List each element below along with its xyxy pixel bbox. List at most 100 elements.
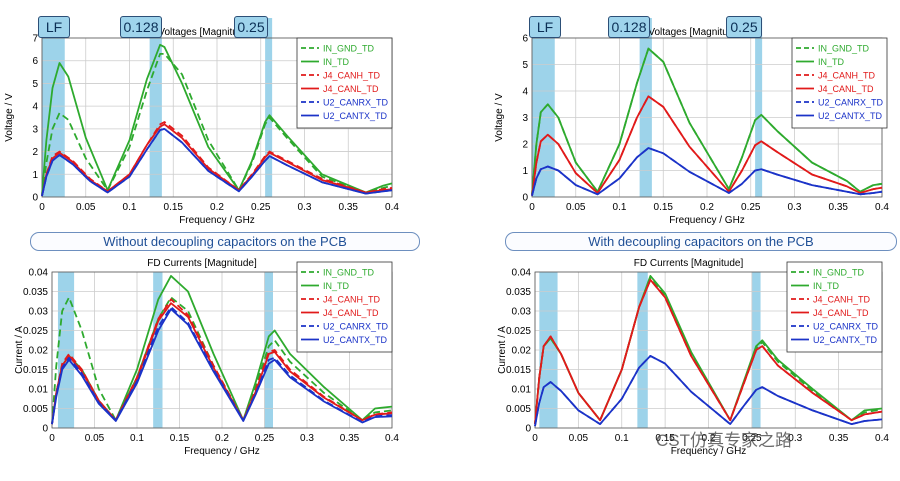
y-tick-label: 0.025	[506, 326, 531, 337]
legend-box	[791, 37, 888, 129]
x-axis-label: Frequency / GHz	[184, 446, 260, 457]
y-tick-label: 0.025	[23, 326, 48, 337]
y-tick-label: 0.005	[506, 404, 531, 415]
series-line-j4_canl_td	[51, 302, 393, 425]
chart-volt_right: 0 0.05 0.1 0.15 0.2 0.25 0.3 0.35 0.4 0 1 2 3 4 5 6 FD V…	[494, 18, 889, 226]
y-tick-label: 1	[32, 170, 38, 181]
x-tick-label: 0.15	[655, 433, 675, 444]
x-tick-label: 0.3	[788, 433, 802, 444]
x-tick-label: 0.25	[741, 202, 761, 213]
series-line-in_td	[41, 43, 393, 195]
y-tick-label: 5	[522, 60, 528, 71]
legend-label: IN_TD	[323, 281, 350, 291]
y-tick-label: 0.04	[29, 268, 49, 279]
legend-label: J4_CANL_TD	[323, 308, 379, 318]
y-tick-label: 0.03	[512, 307, 532, 318]
chart-curr_right: 0 0.05 0.1 0.15 0.2 0.25 0.3 0.35 0.4 0 0.005 0.01 0…	[497, 258, 889, 457]
legend-label: J4_CANH_TD	[813, 295, 871, 305]
y-tick-label: 4	[32, 102, 38, 113]
x-tick-label: 0.15	[164, 202, 184, 213]
y-tick-label: 0.02	[29, 346, 49, 357]
legend-box	[786, 261, 883, 353]
series-line-j4_canh_td	[41, 121, 393, 197]
series-line-j4_canl_td	[534, 278, 883, 425]
series-line-j4_canh_td	[51, 298, 393, 425]
x-tick-label: 0.15	[170, 433, 190, 444]
x-tick-label: 0.35	[340, 433, 360, 444]
y-tick-label: 0	[32, 193, 38, 204]
x-tick-label: 0.4	[385, 202, 399, 213]
x-tick-label: 0.4	[875, 433, 889, 444]
y-tick-label: 3	[32, 124, 38, 135]
y-tick-label: 0.01	[29, 385, 49, 396]
caption-with-decoupling: With decoupling capacitors on the PCB	[505, 232, 897, 251]
highlight-band	[755, 18, 763, 197]
legend-label: IN_TD	[818, 57, 845, 67]
y-tick-label: 3	[522, 113, 528, 124]
x-tick-label: 0.1	[123, 202, 137, 213]
y-axis-label: Current / A	[497, 326, 508, 374]
y-tick-label: 2	[32, 147, 38, 158]
legend-label: J4_CANL_TD	[813, 308, 869, 318]
series-line-in_gnd_td	[51, 296, 393, 425]
x-tick-label: 0.4	[875, 202, 889, 213]
y-tick-label: 0.015	[23, 365, 48, 376]
badge-025-right: 0.25	[726, 16, 762, 38]
x-tick-label: 0.15	[654, 202, 674, 213]
watermark-text: CST仿真专家之路	[656, 431, 792, 450]
legend-label: IN_GND_TD	[323, 268, 375, 278]
badge-025-left: 0.25	[234, 16, 268, 38]
legend-label: U2_CANRX_TD	[813, 322, 879, 332]
chart-volt_left: 0 0.05 0.1 0.15 0.2 0.25 0.3 0.35 0.4 0 1 2 3 4 5 6 7 FD …	[4, 18, 399, 226]
legend-label: U2_CANRX_TD	[323, 322, 389, 332]
legend: IN_GND_TD IN_TD J4_CANH_TD J4_CANL_TD U2_CAN…	[786, 261, 883, 353]
legend-label: J4_CANL_TD	[818, 84, 874, 94]
x-tick-label: 0.2	[700, 202, 714, 213]
x-tick-label: 0.05	[566, 202, 586, 213]
badge-lf-right: LF	[529, 16, 561, 38]
highlight-band	[265, 18, 273, 197]
series-line-in_td	[531, 47, 883, 195]
x-axis-label: Frequency / GHz	[671, 446, 747, 457]
series-line-u2_canrx_td	[51, 306, 393, 425]
x-tick-label: 0	[49, 433, 55, 444]
legend-label: IN_GND_TD	[818, 44, 870, 54]
y-tick-label: 0.015	[506, 365, 531, 376]
x-tick-label: 0.2	[210, 202, 224, 213]
legend-box	[296, 37, 393, 129]
legend-label: U2_CANRX_TD	[818, 98, 884, 108]
x-tick-label: 0.3	[788, 202, 802, 213]
legend-label: J4_CANH_TD	[323, 71, 381, 81]
x-tick-label: 0.3	[300, 433, 314, 444]
y-tick-label: 0	[522, 193, 528, 204]
legend-label: IN_GND_TD	[323, 44, 375, 54]
legend-label: IN_GND_TD	[813, 268, 865, 278]
badge-0128-right: 0.128	[608, 16, 650, 38]
legend-label: U2_CANTX_TD	[323, 335, 388, 345]
chart-curr_left: 0 0.05 0.1 0.15 0.2 0.25 0.3 0.35 0.4 0 0.005 0.01 0…	[14, 258, 399, 457]
legend-label: J4_CANH_TD	[818, 71, 876, 81]
x-tick-label: 0	[529, 202, 535, 213]
legend-label: U2_CANTX_TD	[818, 111, 883, 121]
badge-lf-left: LF	[38, 16, 70, 38]
y-tick-label: 6	[32, 56, 38, 67]
x-tick-label: 0.05	[85, 433, 105, 444]
series-line-in_gnd_td	[41, 53, 393, 195]
legend-label: J4_CANL_TD	[323, 84, 379, 94]
series-line-u2_cantx_td	[534, 354, 883, 427]
y-tick-label: 0	[42, 424, 48, 435]
y-axis-label: Voltage / V	[4, 93, 15, 142]
legend-label: IN_TD	[813, 281, 840, 291]
y-tick-label: 4	[522, 87, 528, 98]
chart-title: FD Voltages [Magnitude]	[142, 27, 252, 38]
y-tick-label: 0.01	[512, 385, 532, 396]
y-tick-label: 7	[32, 34, 38, 45]
x-tick-label: 0.25	[742, 433, 762, 444]
x-tick-label: 0.1	[613, 202, 627, 213]
y-tick-label: 1	[522, 166, 528, 177]
x-tick-label: 0.1	[615, 433, 629, 444]
x-tick-label: 0.2	[702, 433, 716, 444]
legend-box	[296, 261, 393, 353]
x-tick-label: 0	[39, 202, 45, 213]
y-tick-label: 2	[522, 140, 528, 151]
